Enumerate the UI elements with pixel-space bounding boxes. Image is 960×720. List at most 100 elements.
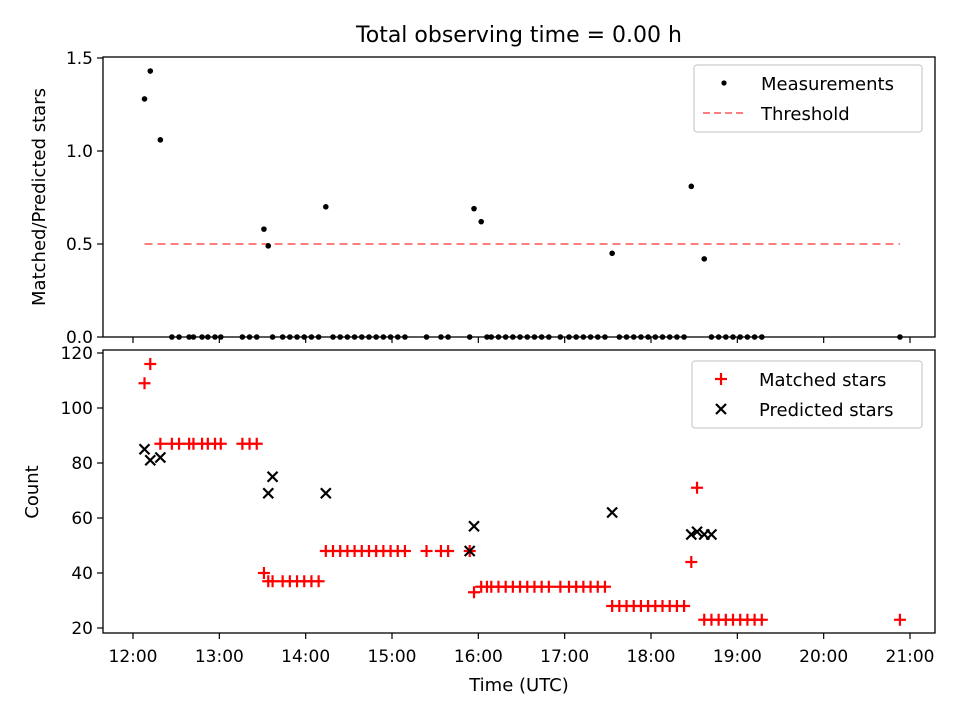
measurement-point <box>147 68 154 74</box>
measurement-point <box>253 334 260 340</box>
measurement-point <box>546 334 552 340</box>
measurement-point <box>478 218 485 225</box>
measurement-point <box>205 334 211 340</box>
measurement-point <box>517 334 523 340</box>
measurement-point <box>674 334 680 340</box>
predicted-star-point <box>320 487 332 500</box>
measurement-point <box>351 334 358 340</box>
measurement-point <box>616 334 623 340</box>
matched-star-point <box>173 437 186 450</box>
count-x-tick-label: 18:00 <box>627 647 676 667</box>
measurement-point <box>566 334 572 340</box>
count-x-tick-label: 21:00 <box>886 647 935 667</box>
count-x-tick-label: 16:00 <box>454 647 503 667</box>
ratio-marks <box>141 68 903 340</box>
measurement-point <box>573 334 579 340</box>
count-legend: Matched stars Predicted stars <box>691 360 923 429</box>
matched-star-point <box>144 358 157 370</box>
measurement-point <box>471 205 477 212</box>
measurement-point <box>708 334 715 340</box>
ratio-y-ticks: 0.0 0.5 1.0 1.5 <box>66 49 103 348</box>
legend-predicted-marker <box>715 403 727 415</box>
measurement-point <box>190 334 197 340</box>
count-y-axis-label: Count <box>22 465 43 518</box>
measurement-point <box>758 334 765 340</box>
matched-star-point <box>598 580 611 593</box>
measurement-point <box>445 334 451 340</box>
matched-star-point <box>542 580 555 593</box>
measurement-point <box>438 334 444 340</box>
measurement-point <box>246 334 253 340</box>
count-plot-frame <box>102 349 936 634</box>
measurement-point <box>737 334 744 340</box>
matched-star-point <box>685 556 698 568</box>
matched-star-point <box>266 575 279 588</box>
measurement-point <box>323 204 329 210</box>
measurement-point <box>315 334 322 340</box>
measurement-point <box>744 334 751 340</box>
predicted-star-point <box>144 454 157 467</box>
measurement-point <box>488 334 495 340</box>
measurement-point <box>557 334 564 340</box>
matched-star-point <box>398 545 411 557</box>
legend-predicted-label: Predicted stars <box>759 400 893 421</box>
matched-star-point <box>138 377 151 390</box>
predicted-star-point <box>691 525 703 538</box>
count-x-tick-label: 14:00 <box>281 647 330 667</box>
measurement-point <box>495 334 502 340</box>
measurement-point <box>423 334 430 340</box>
measurement-point <box>217 334 224 340</box>
legend-matched-marker <box>715 373 727 385</box>
count-y-tick-label: 20 <box>71 619 93 639</box>
ratio-legend: Measurements Threshold <box>693 64 923 133</box>
legend-measurements-label: Measurements <box>761 74 894 95</box>
matched-star-point <box>214 437 227 450</box>
matched-star-point <box>312 575 325 588</box>
measurement-point <box>715 334 722 340</box>
measurement-point <box>723 334 729 340</box>
measurement-point <box>688 183 695 190</box>
matched-star-point <box>442 545 455 557</box>
measurement-point <box>387 334 394 340</box>
predicted-star-point <box>468 520 480 533</box>
count-y-tick-label: 80 <box>71 454 93 474</box>
matched-star-point <box>154 437 167 450</box>
measurement-point <box>652 334 659 340</box>
predicted-star-point <box>463 545 476 557</box>
measurement-point <box>751 334 758 340</box>
legend-threshold-label: Threshold <box>760 104 850 125</box>
measurement-point <box>308 334 315 340</box>
ratio-panel: 0.0 0.5 1.0 1.5 Matched/Predicted stars Mea… <box>29 49 936 348</box>
count-y-ticks: 20 40 60 80 100 120 <box>61 344 103 639</box>
measurement-point <box>169 334 175 340</box>
predicted-star-point <box>606 506 618 519</box>
measurement-point <box>645 334 651 340</box>
count-y-tick-label: 40 <box>71 564 93 584</box>
measurement-point <box>659 334 666 340</box>
count-x-tick-label: 13:00 <box>195 647 244 667</box>
measurement-point <box>212 334 218 340</box>
count-marks <box>138 358 906 626</box>
count-x-ticks: 12:00 13:00 14:00 15:00 16:00 17:00 18:00 19:00… <box>109 633 935 667</box>
count-legend-box <box>691 360 923 429</box>
measurement-point <box>402 334 408 340</box>
ratio-legend-box <box>693 64 923 133</box>
measurement-point <box>587 334 594 340</box>
matched-star-point <box>691 481 704 494</box>
ratio-y-tick-label: 0.0 <box>66 328 93 348</box>
predicted-star-point <box>685 528 698 541</box>
count-x-tick-label: 19:00 <box>713 647 762 667</box>
measurement-point <box>176 334 182 340</box>
measurement-point <box>287 334 293 340</box>
measurement-point <box>524 334 531 340</box>
matched-star-point <box>678 600 691 612</box>
measurement-point <box>623 334 630 340</box>
measurement-point <box>279 334 286 340</box>
matched-star-point <box>893 613 906 626</box>
matched-star-point <box>755 613 768 626</box>
ratio-y-axis-label: Matched/Predicted stars <box>29 88 50 306</box>
measurement-point <box>380 334 387 340</box>
count-y-tick-label: 60 <box>71 509 93 529</box>
measurement-point <box>141 96 148 102</box>
